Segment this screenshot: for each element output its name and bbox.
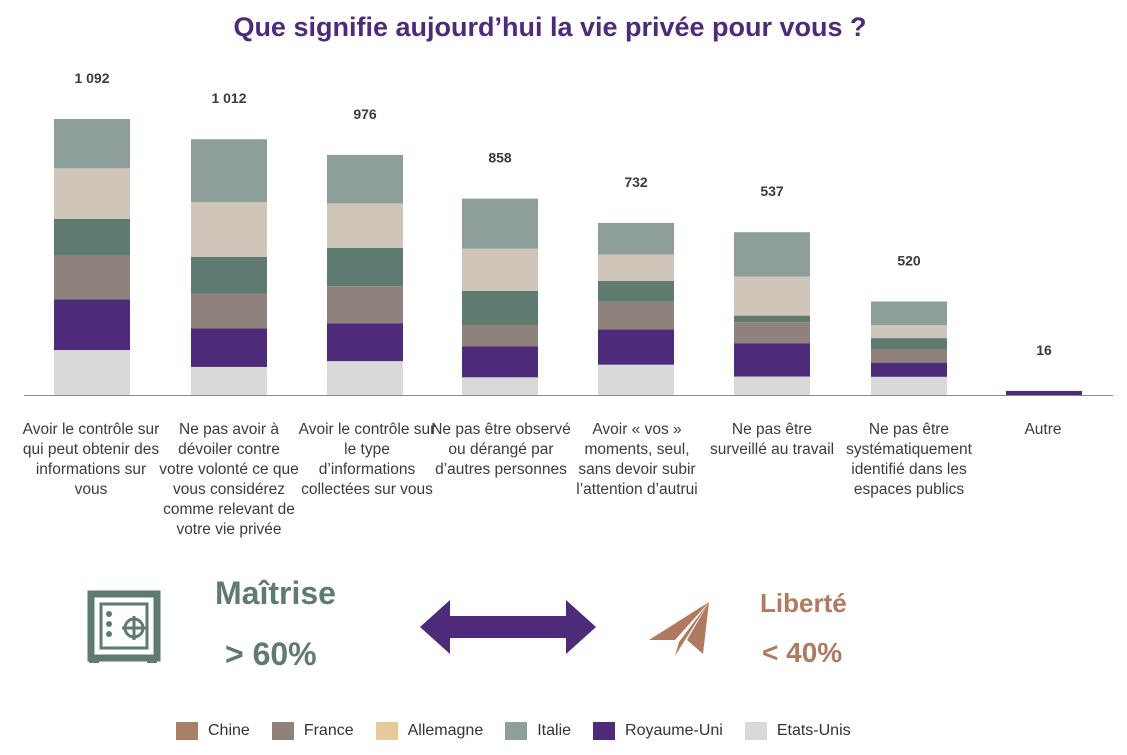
bar-segment — [191, 328, 267, 367]
bar-segment — [1006, 390, 1082, 395]
bar-total-label: 537 — [760, 183, 784, 199]
bar-segment — [734, 232, 810, 277]
legend: Chine France Allemagne Italie Royaume-Un… — [176, 722, 873, 740]
category-label-5: Avoir « vos » moments, seul, sans devoir… — [576, 421, 698, 498]
bar-segment — [191, 293, 267, 329]
bar-segment — [462, 248, 538, 291]
bar-segment — [54, 119, 130, 169]
bar-segment — [734, 322, 810, 344]
legend-item-italie: Italie — [505, 722, 571, 740]
bar-total-label: 16 — [1036, 342, 1052, 358]
bar-segment — [598, 222, 674, 255]
bar-segment — [734, 315, 810, 323]
bar-segment — [327, 323, 403, 362]
safe-icon — [87, 590, 161, 663]
chart-title: Que signifie aujourd’hui la vie privée p… — [233, 12, 867, 42]
bar-segment — [327, 361, 403, 395]
bar-segment — [327, 286, 403, 324]
bar-total-label: 520 — [897, 252, 921, 268]
bar-segment — [871, 349, 947, 363]
bar-segment — [598, 364, 674, 395]
bar-segment — [462, 377, 538, 395]
legend-item-etats-unis: Etats-Unis — [744, 722, 851, 740]
bar-segment — [462, 290, 538, 325]
category-label-4: Ne pas être observé ou dérangé par d’aut… — [431, 421, 571, 478]
bar-segment — [734, 376, 810, 395]
bar-segment — [598, 281, 674, 302]
bar-segment — [54, 350, 130, 395]
category-label-6: Ne pas être surveillé au travail — [709, 421, 835, 458]
legend-label-allemagne: Allemagne — [407, 722, 484, 739]
legend-label-france: France — [303, 722, 354, 739]
bar-segment — [598, 254, 674, 282]
bar-segment — [191, 202, 267, 257]
bar-segment — [462, 198, 538, 249]
maitrise-label: Maîtrise — [215, 575, 336, 611]
bar-segment — [327, 154, 403, 204]
bar-segment — [327, 247, 403, 287]
legend-swatch-france — [271, 722, 294, 740]
legend-label-etats-unis: Etats-Unis — [776, 722, 851, 739]
bar-segment — [734, 276, 810, 316]
bar-total-label: 1 092 — [74, 70, 109, 86]
bar-total-label: 976 — [353, 106, 377, 122]
bar-total-label: 858 — [488, 150, 512, 166]
bar-total-label: 732 — [624, 174, 648, 190]
legend-label-royaume-uni: Royaume-Uni — [625, 722, 723, 739]
legend-swatch-italie — [505, 722, 528, 740]
bar-segment — [54, 168, 130, 219]
legend-label-chine: Chine — [208, 722, 250, 739]
double-arrow-icon — [420, 600, 596, 654]
bar-segment — [191, 257, 267, 294]
bar-segment — [462, 346, 538, 378]
bar-segment — [871, 325, 947, 339]
category-label-3: Avoir le contrôle sur le type d’informat… — [298, 421, 436, 498]
bar-segment — [54, 299, 130, 351]
bar-segment — [191, 139, 267, 203]
liberte-value: < 40% — [762, 637, 843, 668]
legend-item-france: France — [271, 722, 354, 740]
bar-segment — [871, 362, 947, 377]
legend-item-allemagne: Allemagne — [375, 722, 484, 740]
paper-plane-icon — [649, 602, 709, 656]
bar-segment — [871, 376, 947, 395]
legend-label-italie: Italie — [537, 722, 572, 739]
bar-segment — [871, 301, 947, 326]
legend-swatch-allemagne — [375, 722, 398, 740]
bar-segment — [734, 343, 810, 377]
legend-item-royaume-uni: Royaume-Uni — [593, 722, 723, 740]
bar-segment — [871, 338, 947, 349]
maitrise-value: > 60% — [225, 636, 317, 672]
legend-swatch-etats-unis — [744, 722, 767, 740]
legend-item-chine: Chine — [176, 722, 250, 740]
category-label-7: Ne pas être systématiquement identifié d… — [846, 421, 972, 498]
bar-total-label: 1 012 — [211, 90, 246, 106]
category-label-8: Autre — [1024, 421, 1062, 438]
legend-swatch-royaume-uni — [593, 722, 616, 740]
liberte-label: Liberté — [760, 588, 847, 618]
bar-segment — [598, 301, 674, 330]
legend-swatch-chine — [176, 722, 198, 740]
bar-segment — [462, 324, 538, 347]
bar-segment — [54, 218, 130, 256]
bar-segment — [598, 329, 674, 365]
category-label-1: Avoir le contrôle sur qui peut obtenir d… — [22, 421, 160, 498]
category-label-2: Ne pas avoir à dévoiler contre votre vol… — [159, 421, 299, 538]
bar-segment — [54, 255, 130, 300]
bar-segment — [327, 203, 403, 248]
bar-segment — [191, 366, 267, 395]
